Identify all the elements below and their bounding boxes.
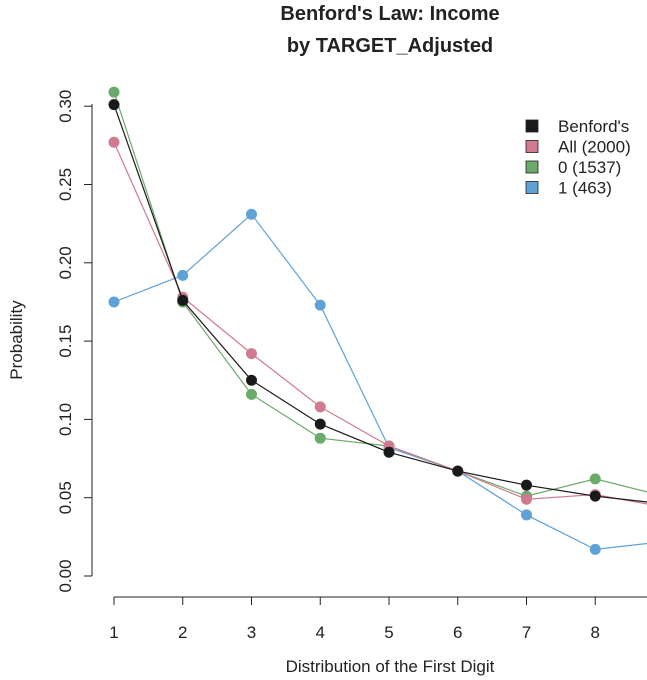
data-point [108,296,120,308]
chart-title-line-2: by TARGET_Adjusted [287,35,493,57]
x-axis-label: Distribution of the First Digit [286,657,495,676]
x-tick-label: 2 [178,623,187,642]
data-point [589,473,601,485]
y-axis: 0.00 0.05 0.10 0.15 0.20 0.25 0.30 [56,90,93,593]
y-tick-label: 0.00 [56,559,75,592]
data-point [452,465,464,477]
series-layer [108,86,647,555]
data-point [246,374,257,386]
data-point [314,432,326,444]
series-line [113,213,647,550]
data-point [108,99,120,111]
x-axis: 1 2 3 4 5 6 7 8 [109,596,647,642]
data-point [521,509,532,521]
data-point [108,136,120,148]
data-point [589,490,601,502]
legend-swatch [525,119,539,133]
legend-item: Benford's [525,117,629,136]
data-point [589,543,601,555]
chart-title-line-1: Benford's Law: Income [280,3,499,25]
x-tick-label: 8 [591,623,600,642]
x-tick-label: 1 [109,623,118,642]
data-point [246,348,257,360]
data-point [108,86,120,98]
y-tick-label: 0.05 [56,481,75,514]
legend-label: 0 (1537) [558,158,621,177]
series-0 [108,99,647,503]
legend-label: 1 (463) [558,179,612,198]
data-point [521,493,532,505]
legend-item: 1 (463) [525,179,612,198]
x-tick-label: 7 [522,623,531,642]
y-tick-label: 0.20 [56,246,75,279]
legend-item: All (2000) [525,138,631,157]
y-tick-label: 0.10 [56,403,75,436]
x-tick-label: 3 [247,623,256,642]
legend: Benford's All (2000)0 (1537) 1 (463) [525,117,631,198]
data-point [314,401,326,413]
legend-label: Benford's [558,117,629,136]
data-point [177,269,189,281]
data-point [521,479,532,491]
x-tick-label: 4 [316,623,325,642]
y-tick-label: 0.15 [56,325,75,358]
chart-title: Benford's Law: Income by TARGET_Adjusted [280,3,499,57]
data-point [246,208,257,220]
data-point [314,299,326,311]
data-point [314,418,326,430]
legend-swatch [525,140,539,153]
legend-label: All (2000) [558,138,631,157]
series-3 [108,208,647,555]
y-tick-label: 0.25 [56,168,75,201]
data-point [383,446,395,458]
data-point [246,388,257,400]
x-tick-label: 6 [453,623,462,642]
x-tick-label: 5 [384,623,393,642]
legend-item: 0 (1537) [525,158,621,177]
data-point [177,294,189,306]
y-tick-label: 0.30 [56,90,75,123]
y-axis-label: Probability [7,300,26,380]
legend-swatch [525,181,539,194]
legend-swatch [525,160,539,174]
